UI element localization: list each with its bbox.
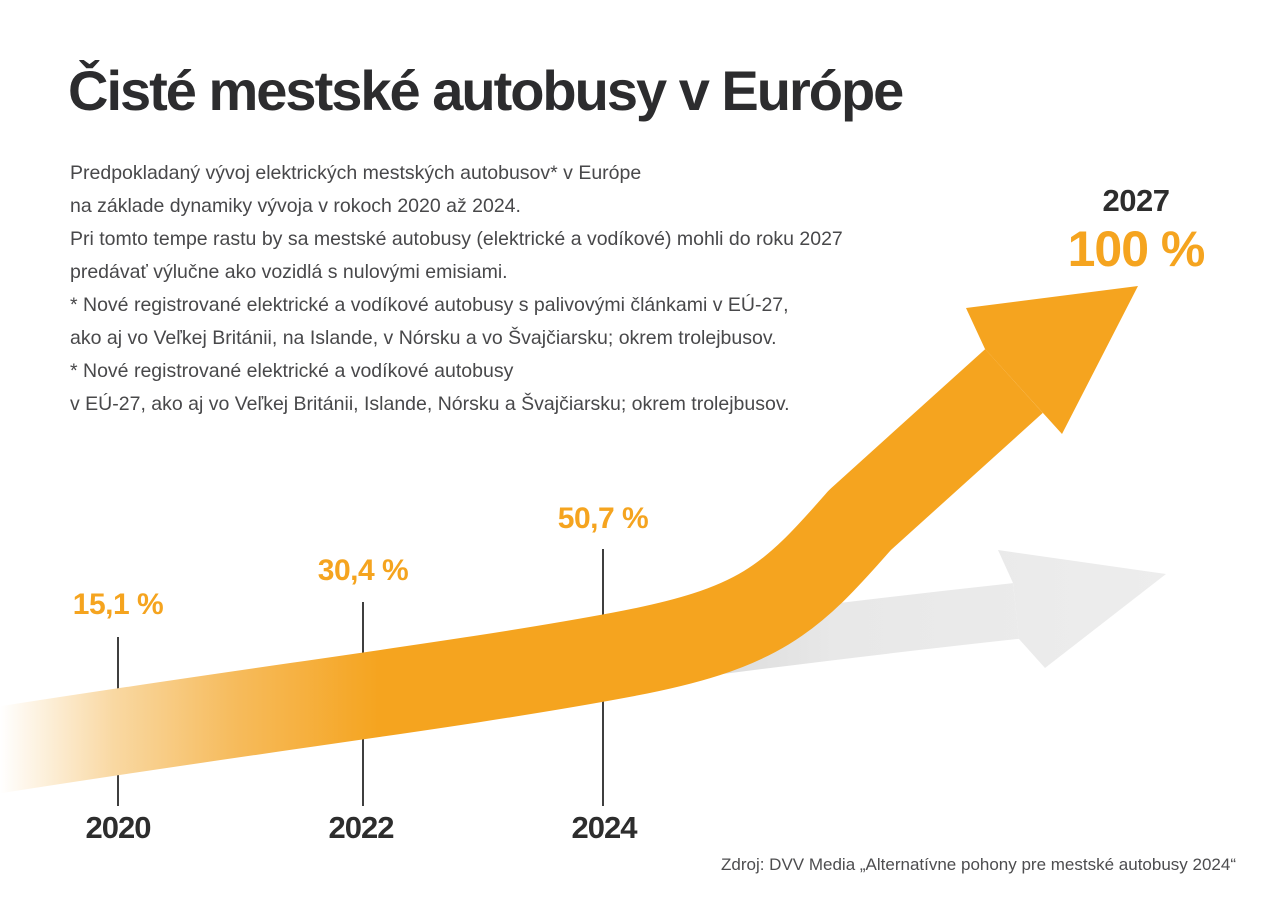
projection-arrow-head (966, 286, 1138, 434)
value-label-2022: 30,4 % (317, 554, 409, 587)
projection-value-label: 100 % (1067, 221, 1206, 277)
projection-year-label: 2027 (1102, 183, 1170, 218)
projection-arrow-shaft (0, 349, 1043, 794)
page-title: Čisté mestské autobusy v Európe (68, 59, 904, 122)
value-label-2024: 50,7 % (557, 502, 649, 535)
intro-text: Predpokladaný vývoj elektrických mestský… (70, 162, 843, 415)
axis-label-2024: 2024 (571, 810, 638, 845)
trend-arrow-gray-head (998, 550, 1166, 668)
axis-label-2020: 2020 (85, 810, 152, 845)
value-label-2020: 15,1 % (72, 588, 164, 621)
axis-label-2022: 2022 (328, 810, 395, 845)
source-credit: Zdroj: DVV Media „Alternatívne pohony pr… (721, 855, 1236, 874)
